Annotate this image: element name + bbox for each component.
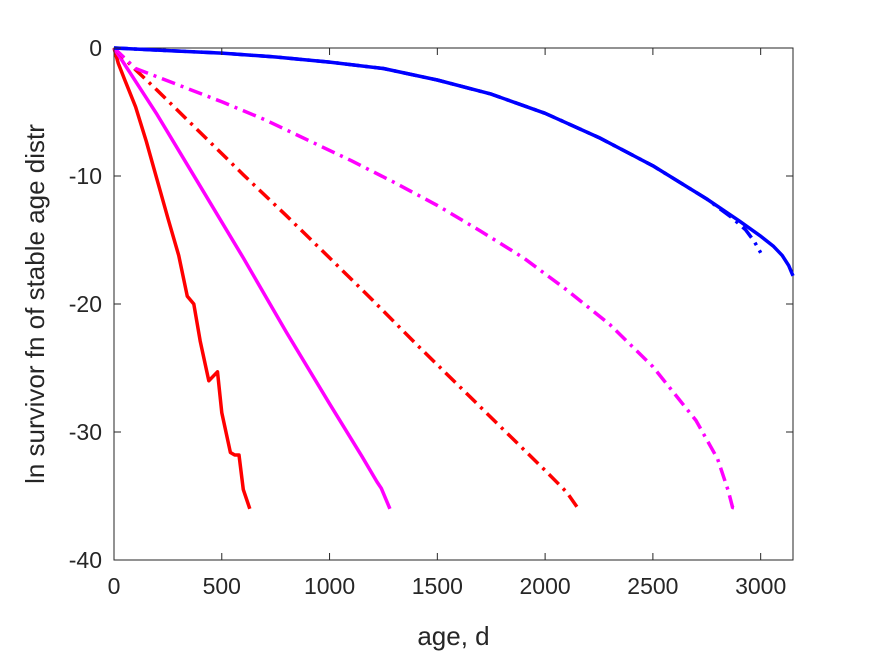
series-line-1 <box>112 47 252 510</box>
series-line-4 <box>112 46 740 511</box>
x-tick-label: 0 <box>108 573 121 599</box>
series-layer <box>112 46 795 511</box>
plot-area: 0 500 1000 1500 2000 2500 3000 0 -10 -20 -30 -40 <box>69 35 795 599</box>
series-line-3 <box>112 46 583 511</box>
ticks-layer: 0 500 1000 1500 2000 2500 3000 0 -10 -20 -30 -40 <box>69 35 793 599</box>
y-tick-label: -10 <box>69 163 102 189</box>
y-tick-label: -40 <box>69 547 102 573</box>
y-tick-label: 0 <box>89 35 102 61</box>
series-line-2 <box>112 47 392 510</box>
y-tick-label: -30 <box>69 419 102 445</box>
y-tick-label: -20 <box>69 291 102 317</box>
x-tick-label: 1500 <box>412 573 463 599</box>
x-axis-label: age, d <box>417 621 489 651</box>
x-tick-label: 2000 <box>520 573 571 599</box>
x-tick-label: 2500 <box>627 573 678 599</box>
x-tick-label: 500 <box>203 573 241 599</box>
x-tick-label: 3000 <box>735 573 786 599</box>
series-line-6 <box>113 46 795 277</box>
y-axis-label: ln survivor fn of stable age distr <box>20 124 50 484</box>
x-tick-label: 1000 <box>304 573 355 599</box>
